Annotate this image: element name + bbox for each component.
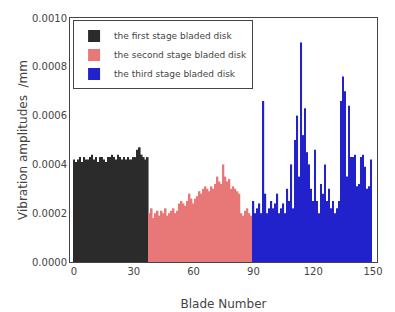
svg-text:0.0010: 0.0010 [32,13,67,24]
svg-text:90: 90 [247,266,260,277]
svg-text:the first stage bladed disk: the first stage bladed disk [114,31,232,41]
svg-text:150: 150 [363,266,382,277]
svg-text:Vibration amplitudes /mm: Vibration amplitudes /mm [16,60,30,220]
svg-text:0.0004: 0.0004 [32,159,67,170]
svg-text:60: 60 [187,266,200,277]
svg-text:30: 30 [127,266,140,277]
svg-text:0.0006: 0.0006 [32,110,67,121]
svg-text:0: 0 [71,266,77,277]
svg-text:0.0002: 0.0002 [32,208,67,219]
svg-text:the second stage bladed disk: the second stage bladed disk [114,50,247,60]
svg-text:the third stage bladed disk: the third stage bladed disk [114,69,236,79]
svg-text:0.0008: 0.0008 [32,61,67,72]
svg-text:Blade Number: Blade Number [181,297,267,311]
svg-text:120: 120 [304,266,323,277]
svg-text:0.0000: 0.0000 [32,257,67,268]
